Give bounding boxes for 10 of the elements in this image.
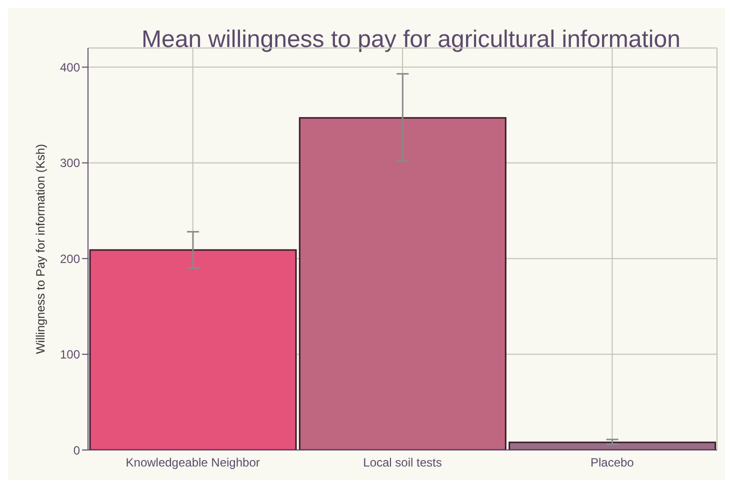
- x-tick-label: Knowledgeable Neighbor: [126, 456, 260, 470]
- x-tick-label: Placebo: [590, 456, 634, 470]
- y-tick-label: 200: [60, 252, 80, 266]
- x-tick-label: Local soil tests: [363, 456, 442, 470]
- y-tick-label: 300: [60, 156, 80, 170]
- chart-title: Mean willingness to pay for agricultural information: [140, 26, 682, 54]
- y-axis-title: Willingness to Pay for information (Ksh): [33, 144, 48, 354]
- y-tick-label: 400: [60, 60, 80, 74]
- y-tick-label: 0: [73, 443, 80, 458]
- y-tick-label: 100: [60, 348, 80, 362]
